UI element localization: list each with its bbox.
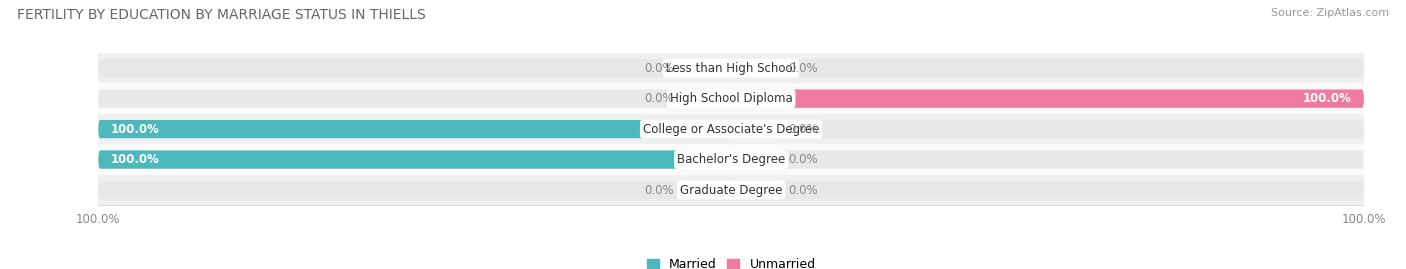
- FancyBboxPatch shape: [731, 120, 782, 138]
- Text: High School Diploma: High School Diploma: [669, 92, 793, 105]
- Bar: [98, 175, 1364, 205]
- FancyBboxPatch shape: [98, 90, 731, 108]
- Text: 0.0%: 0.0%: [644, 62, 675, 75]
- FancyBboxPatch shape: [731, 59, 1364, 77]
- Text: 100.0%: 100.0%: [111, 123, 160, 136]
- Text: 100.0%: 100.0%: [1302, 92, 1351, 105]
- FancyBboxPatch shape: [731, 90, 1364, 108]
- Text: College or Associate's Degree: College or Associate's Degree: [643, 123, 820, 136]
- Text: 0.0%: 0.0%: [644, 92, 675, 105]
- Text: 0.0%: 0.0%: [644, 183, 675, 197]
- FancyBboxPatch shape: [98, 150, 731, 169]
- Text: Bachelor's Degree: Bachelor's Degree: [678, 153, 785, 166]
- Text: Source: ZipAtlas.com: Source: ZipAtlas.com: [1271, 8, 1389, 18]
- Legend: Married, Unmarried: Married, Unmarried: [641, 253, 821, 269]
- Text: FERTILITY BY EDUCATION BY MARRIAGE STATUS IN THIELLS: FERTILITY BY EDUCATION BY MARRIAGE STATU…: [17, 8, 426, 22]
- Text: Less than High School: Less than High School: [666, 62, 796, 75]
- FancyBboxPatch shape: [731, 150, 1364, 169]
- Text: 0.0%: 0.0%: [787, 62, 818, 75]
- Text: 100.0%: 100.0%: [111, 153, 160, 166]
- FancyBboxPatch shape: [98, 181, 731, 199]
- FancyBboxPatch shape: [98, 59, 731, 77]
- Text: 0.0%: 0.0%: [787, 183, 818, 197]
- FancyBboxPatch shape: [98, 150, 731, 169]
- Text: Graduate Degree: Graduate Degree: [681, 183, 782, 197]
- FancyBboxPatch shape: [98, 120, 731, 138]
- FancyBboxPatch shape: [731, 181, 1364, 199]
- Bar: [98, 114, 1364, 144]
- FancyBboxPatch shape: [731, 120, 1364, 138]
- FancyBboxPatch shape: [731, 59, 782, 77]
- Bar: [98, 53, 1364, 83]
- Bar: [98, 144, 1364, 175]
- Bar: [98, 83, 1364, 114]
- FancyBboxPatch shape: [681, 90, 731, 108]
- FancyBboxPatch shape: [731, 90, 1364, 108]
- FancyBboxPatch shape: [681, 181, 731, 199]
- FancyBboxPatch shape: [98, 120, 731, 138]
- Text: 0.0%: 0.0%: [787, 153, 818, 166]
- FancyBboxPatch shape: [731, 181, 782, 199]
- FancyBboxPatch shape: [731, 150, 782, 169]
- FancyBboxPatch shape: [681, 59, 731, 77]
- Text: 0.0%: 0.0%: [787, 123, 818, 136]
